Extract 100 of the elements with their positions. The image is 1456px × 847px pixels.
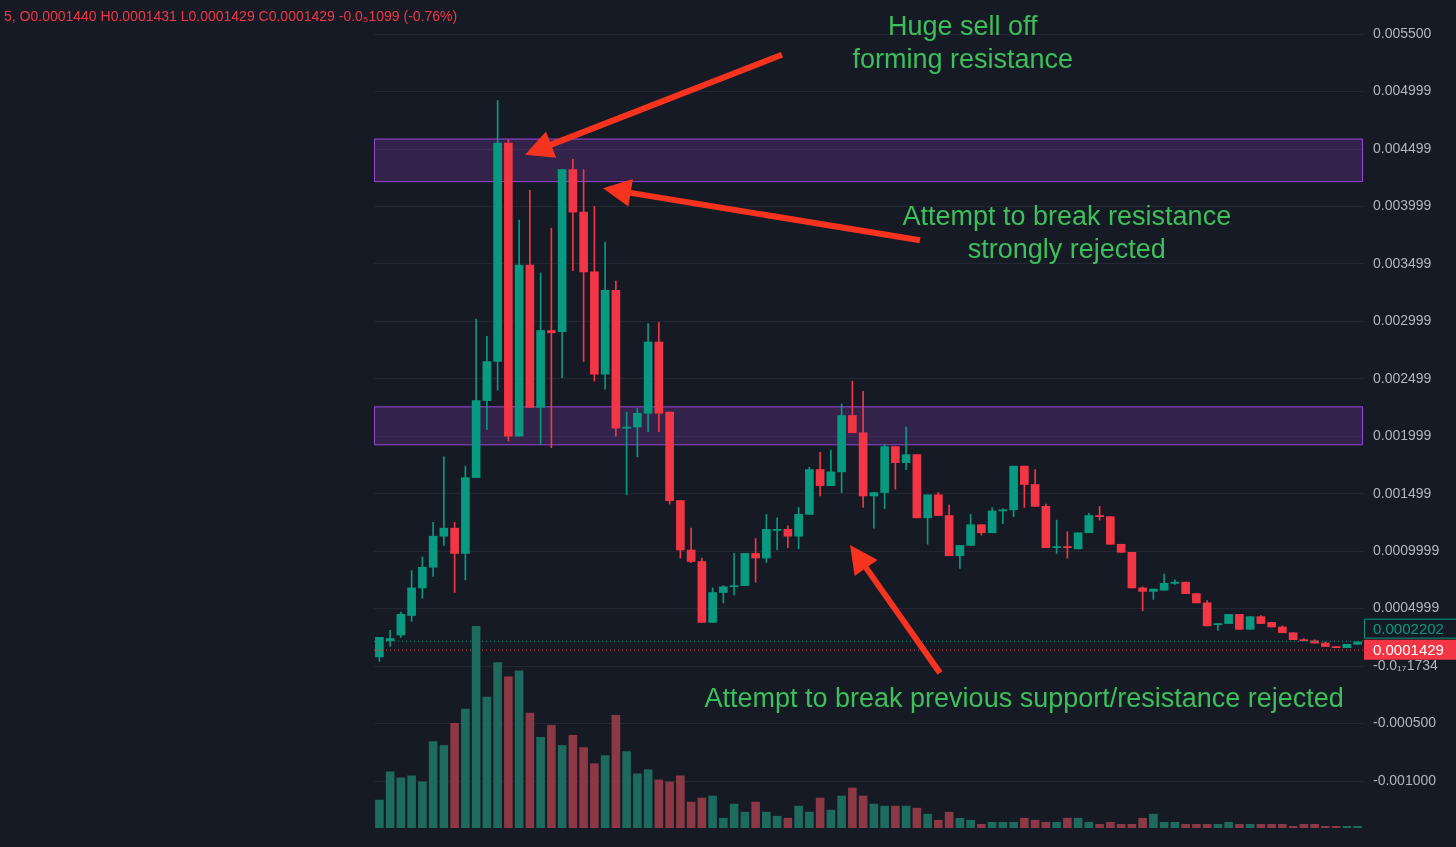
candlestick	[998, 508, 1008, 524]
bar	[977, 823, 986, 828]
bar	[1310, 823, 1319, 828]
bar	[1138, 817, 1147, 828]
bar	[579, 747, 588, 828]
bar	[1256, 823, 1266, 828]
bar	[1342, 825, 1352, 828]
bar	[557, 745, 567, 828]
bar	[923, 813, 932, 828]
bar	[1299, 823, 1309, 828]
bar	[439, 745, 449, 828]
bar	[493, 662, 502, 828]
bar	[1181, 823, 1190, 828]
bar	[654, 779, 664, 828]
bar	[1009, 821, 1018, 828]
bar	[901, 805, 911, 828]
bar	[815, 797, 825, 828]
bar	[1159, 821, 1169, 828]
bar	[633, 773, 642, 828]
candlestick	[439, 456, 449, 546]
y-tick-label: 0.002499	[1373, 369, 1432, 386]
y-tick-label: 0.0009999	[1373, 542, 1440, 559]
bar	[600, 755, 610, 828]
bar	[848, 787, 857, 828]
bar	[1202, 823, 1212, 828]
bar	[1267, 823, 1276, 828]
y-tick-label: 0.004999	[1373, 82, 1432, 99]
bar	[751, 801, 760, 828]
y-tick-label: 0.002999	[1373, 312, 1432, 329]
bar	[514, 670, 524, 828]
bar	[665, 781, 674, 828]
annotation: Attempt to break previous support/resistance rejected	[704, 682, 1344, 715]
bar	[471, 626, 481, 828]
y-tick-label: 0.003999	[1373, 197, 1432, 214]
bar	[1213, 823, 1223, 828]
y-tick-label: 0.0004999	[1373, 599, 1440, 616]
bar	[1127, 823, 1137, 828]
bar	[719, 817, 728, 828]
annotation: Huge sell off forming resistance	[852, 10, 1074, 76]
bar	[891, 805, 900, 828]
y-tick-label: -0.001000	[1373, 771, 1437, 788]
bar	[590, 763, 599, 828]
bar	[622, 751, 631, 828]
bar	[772, 815, 782, 828]
bar	[1331, 825, 1341, 828]
bar	[461, 708, 470, 828]
bar	[1041, 821, 1051, 828]
bar	[1084, 821, 1094, 828]
bar	[375, 799, 384, 828]
bar	[396, 777, 406, 828]
candlestick	[772, 517, 782, 551]
y-tick-label: 0.003499	[1373, 254, 1432, 271]
y-tick-label: 0.001999	[1373, 427, 1432, 444]
bar	[837, 795, 846, 828]
bar	[611, 714, 621, 828]
y-tick-label: -0.0₁₇1734	[1373, 656, 1439, 673]
bar	[547, 724, 556, 828]
bar	[1149, 813, 1158, 828]
bar	[783, 817, 793, 828]
bar	[482, 696, 492, 828]
bar	[643, 769, 653, 828]
candlestick	[901, 426, 911, 470]
text: 5, O0.0001440 H0.0001431 L0.0001429 C0.0001429 -0.0₅1099 (-0.76%)	[4, 8, 458, 25]
bar	[1073, 817, 1083, 828]
bar	[697, 797, 707, 828]
bar	[504, 676, 513, 828]
bar	[1353, 825, 1362, 828]
bar	[858, 795, 868, 828]
y-tick-label: 0.001499	[1373, 484, 1432, 501]
bar	[912, 807, 922, 828]
bar	[428, 741, 438, 828]
bar	[1170, 821, 1180, 828]
candlestick	[729, 553, 739, 596]
bar	[1235, 823, 1244, 828]
bar	[1095, 823, 1104, 828]
ref-line-label: 0.0001429	[1373, 640, 1444, 658]
bar	[1106, 821, 1115, 828]
bar	[1224, 821, 1233, 828]
bar	[1063, 817, 1072, 828]
bar	[1321, 825, 1330, 828]
bar	[1020, 817, 1029, 828]
bar	[729, 803, 739, 828]
y-tick-label: 0.005500	[1373, 24, 1432, 41]
bar	[966, 819, 975, 828]
bar	[568, 735, 578, 828]
bar	[762, 811, 771, 828]
bar	[934, 819, 943, 828]
bar	[536, 737, 545, 828]
bar	[805, 811, 814, 828]
bar	[418, 781, 427, 828]
bar	[1052, 821, 1061, 828]
bar	[955, 817, 965, 828]
bar	[869, 803, 879, 828]
candlestick	[1213, 623, 1223, 631]
bar	[794, 805, 803, 828]
ref-line-label: 0.0002202	[1373, 619, 1444, 637]
bar	[1245, 823, 1255, 828]
bar	[944, 811, 954, 828]
bar	[1116, 823, 1126, 828]
y-tick-label: -0.000500	[1373, 714, 1437, 731]
